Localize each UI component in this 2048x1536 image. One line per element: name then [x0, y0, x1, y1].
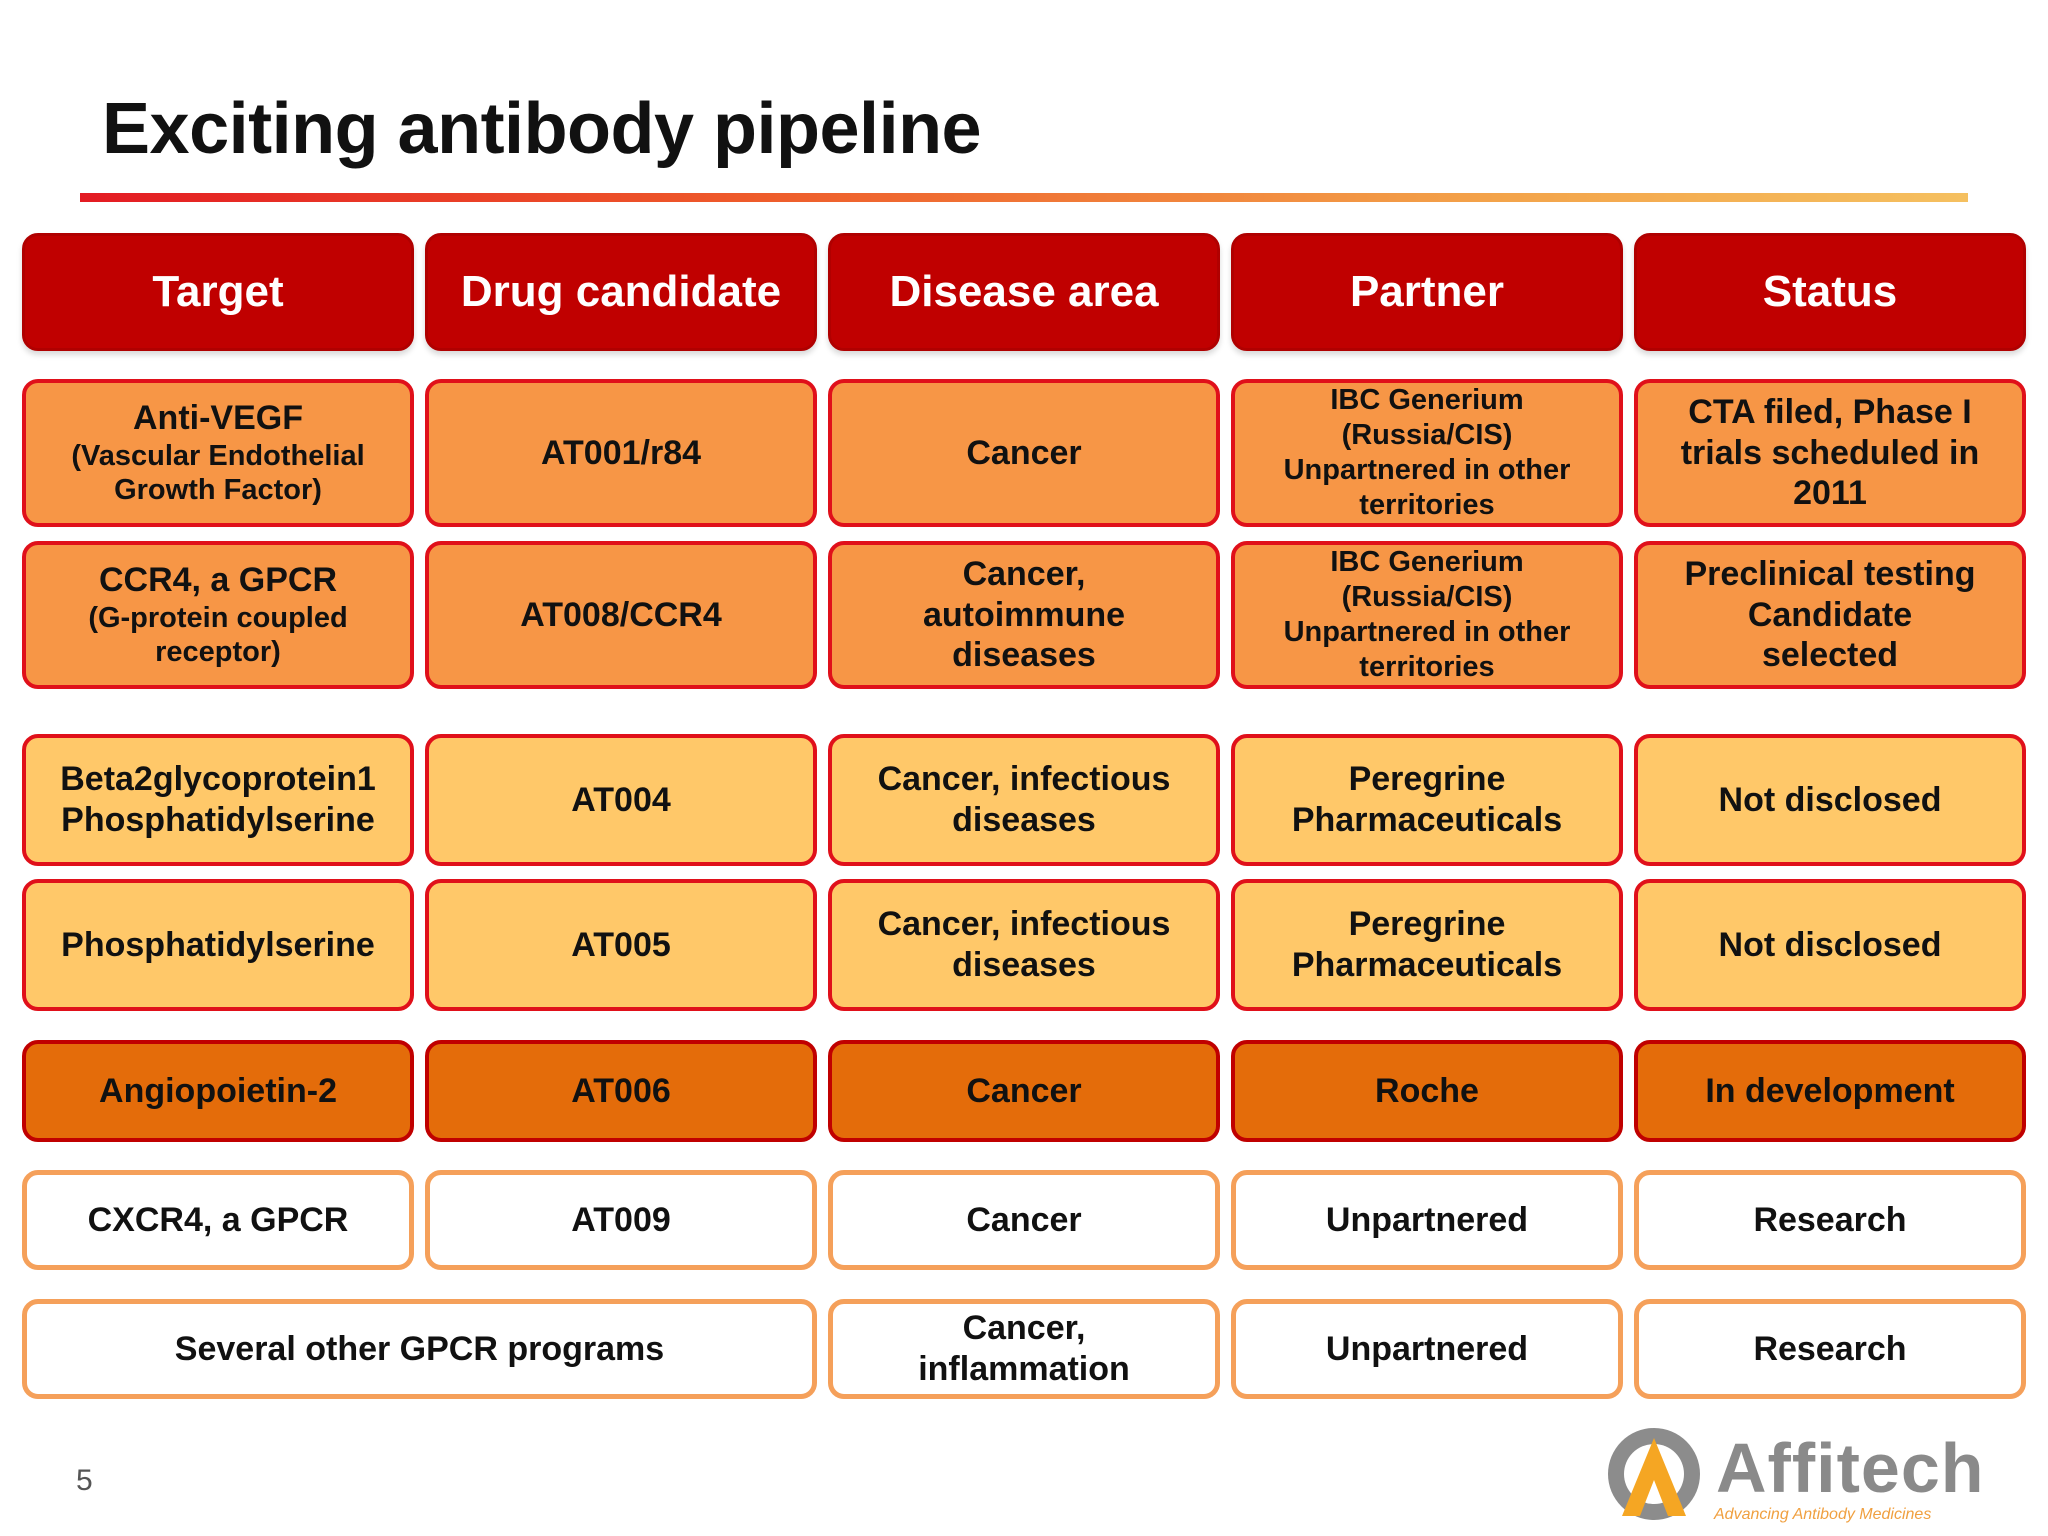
row5-drug: AT006: [425, 1040, 817, 1142]
row2-target-detail: (G-protein coupled receptor): [88, 601, 348, 669]
row7-status: Research: [1634, 1299, 2026, 1399]
header-status: Status: [1634, 233, 2026, 351]
row1-target-detail: (Vascular Endothelial Growth Factor): [71, 439, 365, 507]
row4-partner: Peregrine Pharmaceuticals: [1231, 879, 1623, 1011]
row5-status: In development: [1634, 1040, 2026, 1142]
row6-partner: Unpartnered: [1231, 1170, 1623, 1270]
row3-partner: Peregrine Pharmaceuticals: [1231, 734, 1623, 866]
row3-target: Beta2glycoprotein1 Phosphatidylserine: [22, 734, 414, 866]
row4-disease: Cancer, infectious diseases: [828, 879, 1220, 1011]
row4-status: Not disclosed: [1634, 879, 2026, 1011]
row7-partner: Unpartnered: [1231, 1299, 1623, 1399]
row6-drug: AT009: [425, 1170, 817, 1270]
header-target: Target: [22, 233, 414, 351]
affitech-logo: Affitech Advancing Antibody Medicines: [1604, 1418, 2004, 1530]
row3-drug: AT004: [425, 734, 817, 866]
row2-target: CCR4, a GPCR (G-protein coupled receptor…: [22, 541, 414, 689]
row6-status: Research: [1634, 1170, 2026, 1270]
header-disease-area: Disease area: [828, 233, 1220, 351]
row1-drug: AT001/r84: [425, 379, 817, 527]
row5-partner: Roche: [1231, 1040, 1623, 1142]
row7-disease: Cancer, inflammation: [828, 1299, 1220, 1399]
logo-wordmark: Affitech: [1716, 1429, 1985, 1507]
header-partner: Partner: [1231, 233, 1623, 351]
row5-target: Angiopoietin-2: [22, 1040, 414, 1142]
row7-target-and-drug: Several other GPCR programs: [22, 1299, 817, 1399]
row3-status: Not disclosed: [1634, 734, 2026, 866]
row2-target-name: CCR4, a GPCR: [98, 560, 338, 599]
row6-disease: Cancer: [828, 1170, 1220, 1270]
header-drug-candidate: Drug candidate: [425, 233, 817, 351]
logo-tagline: Advancing Antibody Medicines: [1714, 1506, 1932, 1523]
row6-target: CXCR4, a GPCR: [22, 1170, 414, 1270]
row1-partner: IBC Generium (Russia/CIS) Unpartnered in…: [1231, 379, 1623, 527]
slide-title: Exciting antibody pipeline: [102, 89, 982, 169]
row1-target-name: Anti-VEGF: [133, 398, 303, 437]
row5-disease: Cancer: [828, 1040, 1220, 1142]
row1-disease: Cancer: [828, 379, 1220, 527]
row4-target: Phosphatidylserine: [22, 879, 414, 1011]
row3-disease: Cancer, infectious diseases: [828, 734, 1220, 866]
page-number: 5: [76, 1464, 93, 1497]
row2-status: Preclinical testing Candidate selected: [1634, 541, 2026, 689]
affitech-a-mark-icon: [1608, 1428, 1700, 1520]
row2-drug: AT008/CCR4: [425, 541, 817, 689]
row2-disease: Cancer, autoimmune diseases: [828, 541, 1220, 689]
row4-drug: AT005: [425, 879, 817, 1011]
row1-status: CTA filed, Phase I trials scheduled in 2…: [1634, 379, 2026, 527]
row2-partner: IBC Generium (Russia/CIS) Unpartnered in…: [1231, 541, 1623, 689]
row1-target: Anti-VEGF (Vascular Endothelial Growth F…: [22, 379, 414, 527]
title-underline: [80, 193, 1968, 202]
